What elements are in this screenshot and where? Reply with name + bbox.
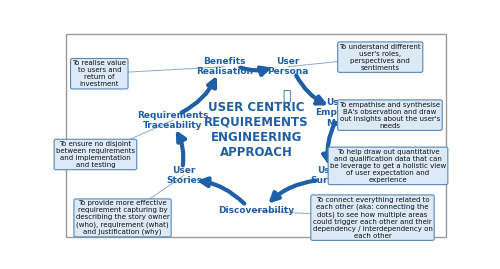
Text: User
Empathy
Map: User Empathy Map — [315, 98, 360, 128]
FancyArrowPatch shape — [178, 134, 185, 165]
Text: User
Stories: User Stories — [166, 166, 202, 185]
Text: Discoverability: Discoverability — [218, 206, 294, 215]
FancyArrowPatch shape — [296, 76, 324, 104]
FancyArrowPatch shape — [202, 178, 244, 204]
Text: User
Persona: User Persona — [268, 57, 309, 76]
FancyArrowPatch shape — [323, 122, 335, 161]
Text: Requirements
Traceability: Requirements Traceability — [137, 111, 208, 130]
Text: To empathise and synthesise
BA's observation and draw
out insights about the use: To empathise and synthesise BA's observa… — [340, 102, 440, 129]
Text: Benefits
Realisation: Benefits Realisation — [196, 57, 253, 76]
Text: To understand different
user's roles,
perspectives and
sentiments: To understand different user's roles, pe… — [340, 44, 421, 71]
FancyArrowPatch shape — [272, 180, 316, 200]
Text: To help draw out quantitative
and qualification data that can
be leverage to get: To help draw out quantitative and qualif… — [330, 149, 446, 183]
FancyArrowPatch shape — [240, 68, 268, 75]
FancyArrowPatch shape — [182, 80, 215, 113]
Text: To connect everything related to
each other (aka: connecting the
dots) to see ho: To connect everything related to each ot… — [312, 197, 432, 239]
Text: To ensure no disjoint
between requirements
and implementation
and testing: To ensure no disjoint between requiremen… — [56, 141, 135, 168]
Text: To realise value
to users and
return of
investment: To realise value to users and return of … — [72, 60, 126, 87]
Text: USER CENTRIC
REQUIREMENTS
ENGINEERING
APPROACH: USER CENTRIC REQUIREMENTS ENGINEERING AP… — [204, 101, 308, 159]
Text: To provide more effective
requirement capturing by
describing the story owner
(w: To provide more effective requirement ca… — [76, 200, 170, 235]
Text: ⏻: ⏻ — [282, 89, 290, 103]
Text: User
Survey: User Survey — [311, 166, 346, 185]
